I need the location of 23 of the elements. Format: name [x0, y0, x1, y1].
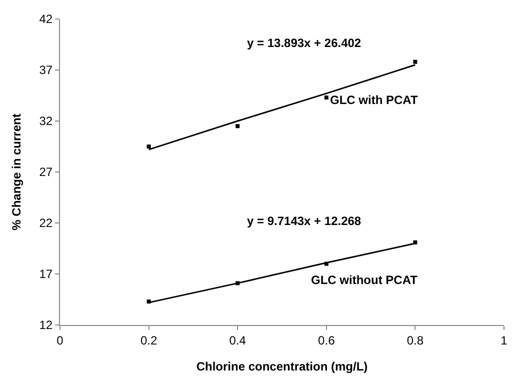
- x-tick-label: 0.2: [140, 333, 158, 348]
- y-tick-label: 22: [39, 216, 53, 230]
- x-tick-label: 0: [56, 333, 64, 348]
- point: [413, 60, 418, 64]
- series-label: GLC without PCAT: [311, 273, 418, 287]
- y-tick-label: 37: [39, 63, 53, 78]
- annotation: y = 13.893x + 26.402: [247, 36, 362, 50]
- y-axis-title: % Change in current: [10, 114, 24, 230]
- x-tick-label: 0.4: [229, 333, 246, 348]
- x-axis-title: Chlorine concentration (mg/L): [196, 359, 368, 374]
- y-tick-label: 12: [39, 318, 53, 332]
- y-tick-label: 42: [39, 12, 53, 26]
- series-label: GLC with PCAT: [330, 93, 418, 107]
- y-tick-label: 17: [39, 267, 53, 282]
- annotation: y = 9.7143x + 12.268: [247, 214, 362, 228]
- point: [324, 96, 328, 100]
- point: [236, 124, 240, 128]
- x-tick-label: 0.8: [406, 333, 424, 348]
- x-tick-label: 1: [500, 333, 508, 348]
- y-tick-label: 32: [39, 114, 53, 128]
- point: [146, 144, 151, 148]
- y-tick-label: 27: [39, 165, 53, 180]
- x-tick-label: 0.6: [318, 333, 336, 348]
